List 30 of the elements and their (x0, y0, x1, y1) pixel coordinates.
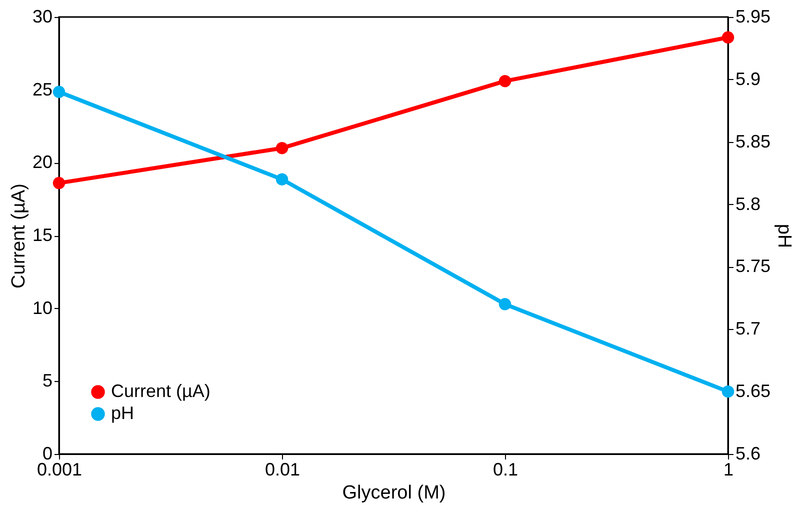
point (276, 173, 288, 186)
point (276, 142, 288, 154)
y2-tick-label: 5.75 (736, 256, 771, 276)
legend-label: Current (µA) (111, 381, 210, 401)
y-axis-title: Current (µA) (8, 184, 30, 288)
y-tick-label: 30 (32, 6, 52, 26)
legend-label: pH (111, 403, 134, 423)
y2-axis-title: pH (774, 224, 795, 248)
point (52, 86, 66, 98)
point (52, 176, 66, 190)
y2-tick-label: 5.85 (736, 131, 771, 152)
y2-tick-label: 5.95 (736, 6, 771, 26)
x-axis-title: Glycerol (M) (342, 482, 446, 504)
y2-tick-label: 5.9 (736, 68, 761, 89)
y-tick-label: 20 (32, 152, 52, 172)
y-tick-label: 25 (32, 79, 52, 100)
y-tick-label: 15 (32, 225, 52, 245)
y2-tick-label: 5.7 (736, 318, 761, 339)
point (722, 385, 734, 398)
y2-tick-label: 5.6 (736, 444, 761, 464)
y2-tick-label: 5.65 (736, 381, 771, 402)
point (498, 74, 512, 88)
y-tick-label: 5 (42, 370, 52, 391)
x-tick-label: 0.1 (492, 460, 518, 480)
y-tick-label: 10 (32, 298, 52, 318)
point (498, 298, 512, 310)
y2-tick-label: 5.8 (736, 194, 761, 214)
x-tick-label: 1 (723, 460, 734, 480)
point (722, 31, 734, 44)
x-tick-label: 0.01 (264, 460, 300, 480)
